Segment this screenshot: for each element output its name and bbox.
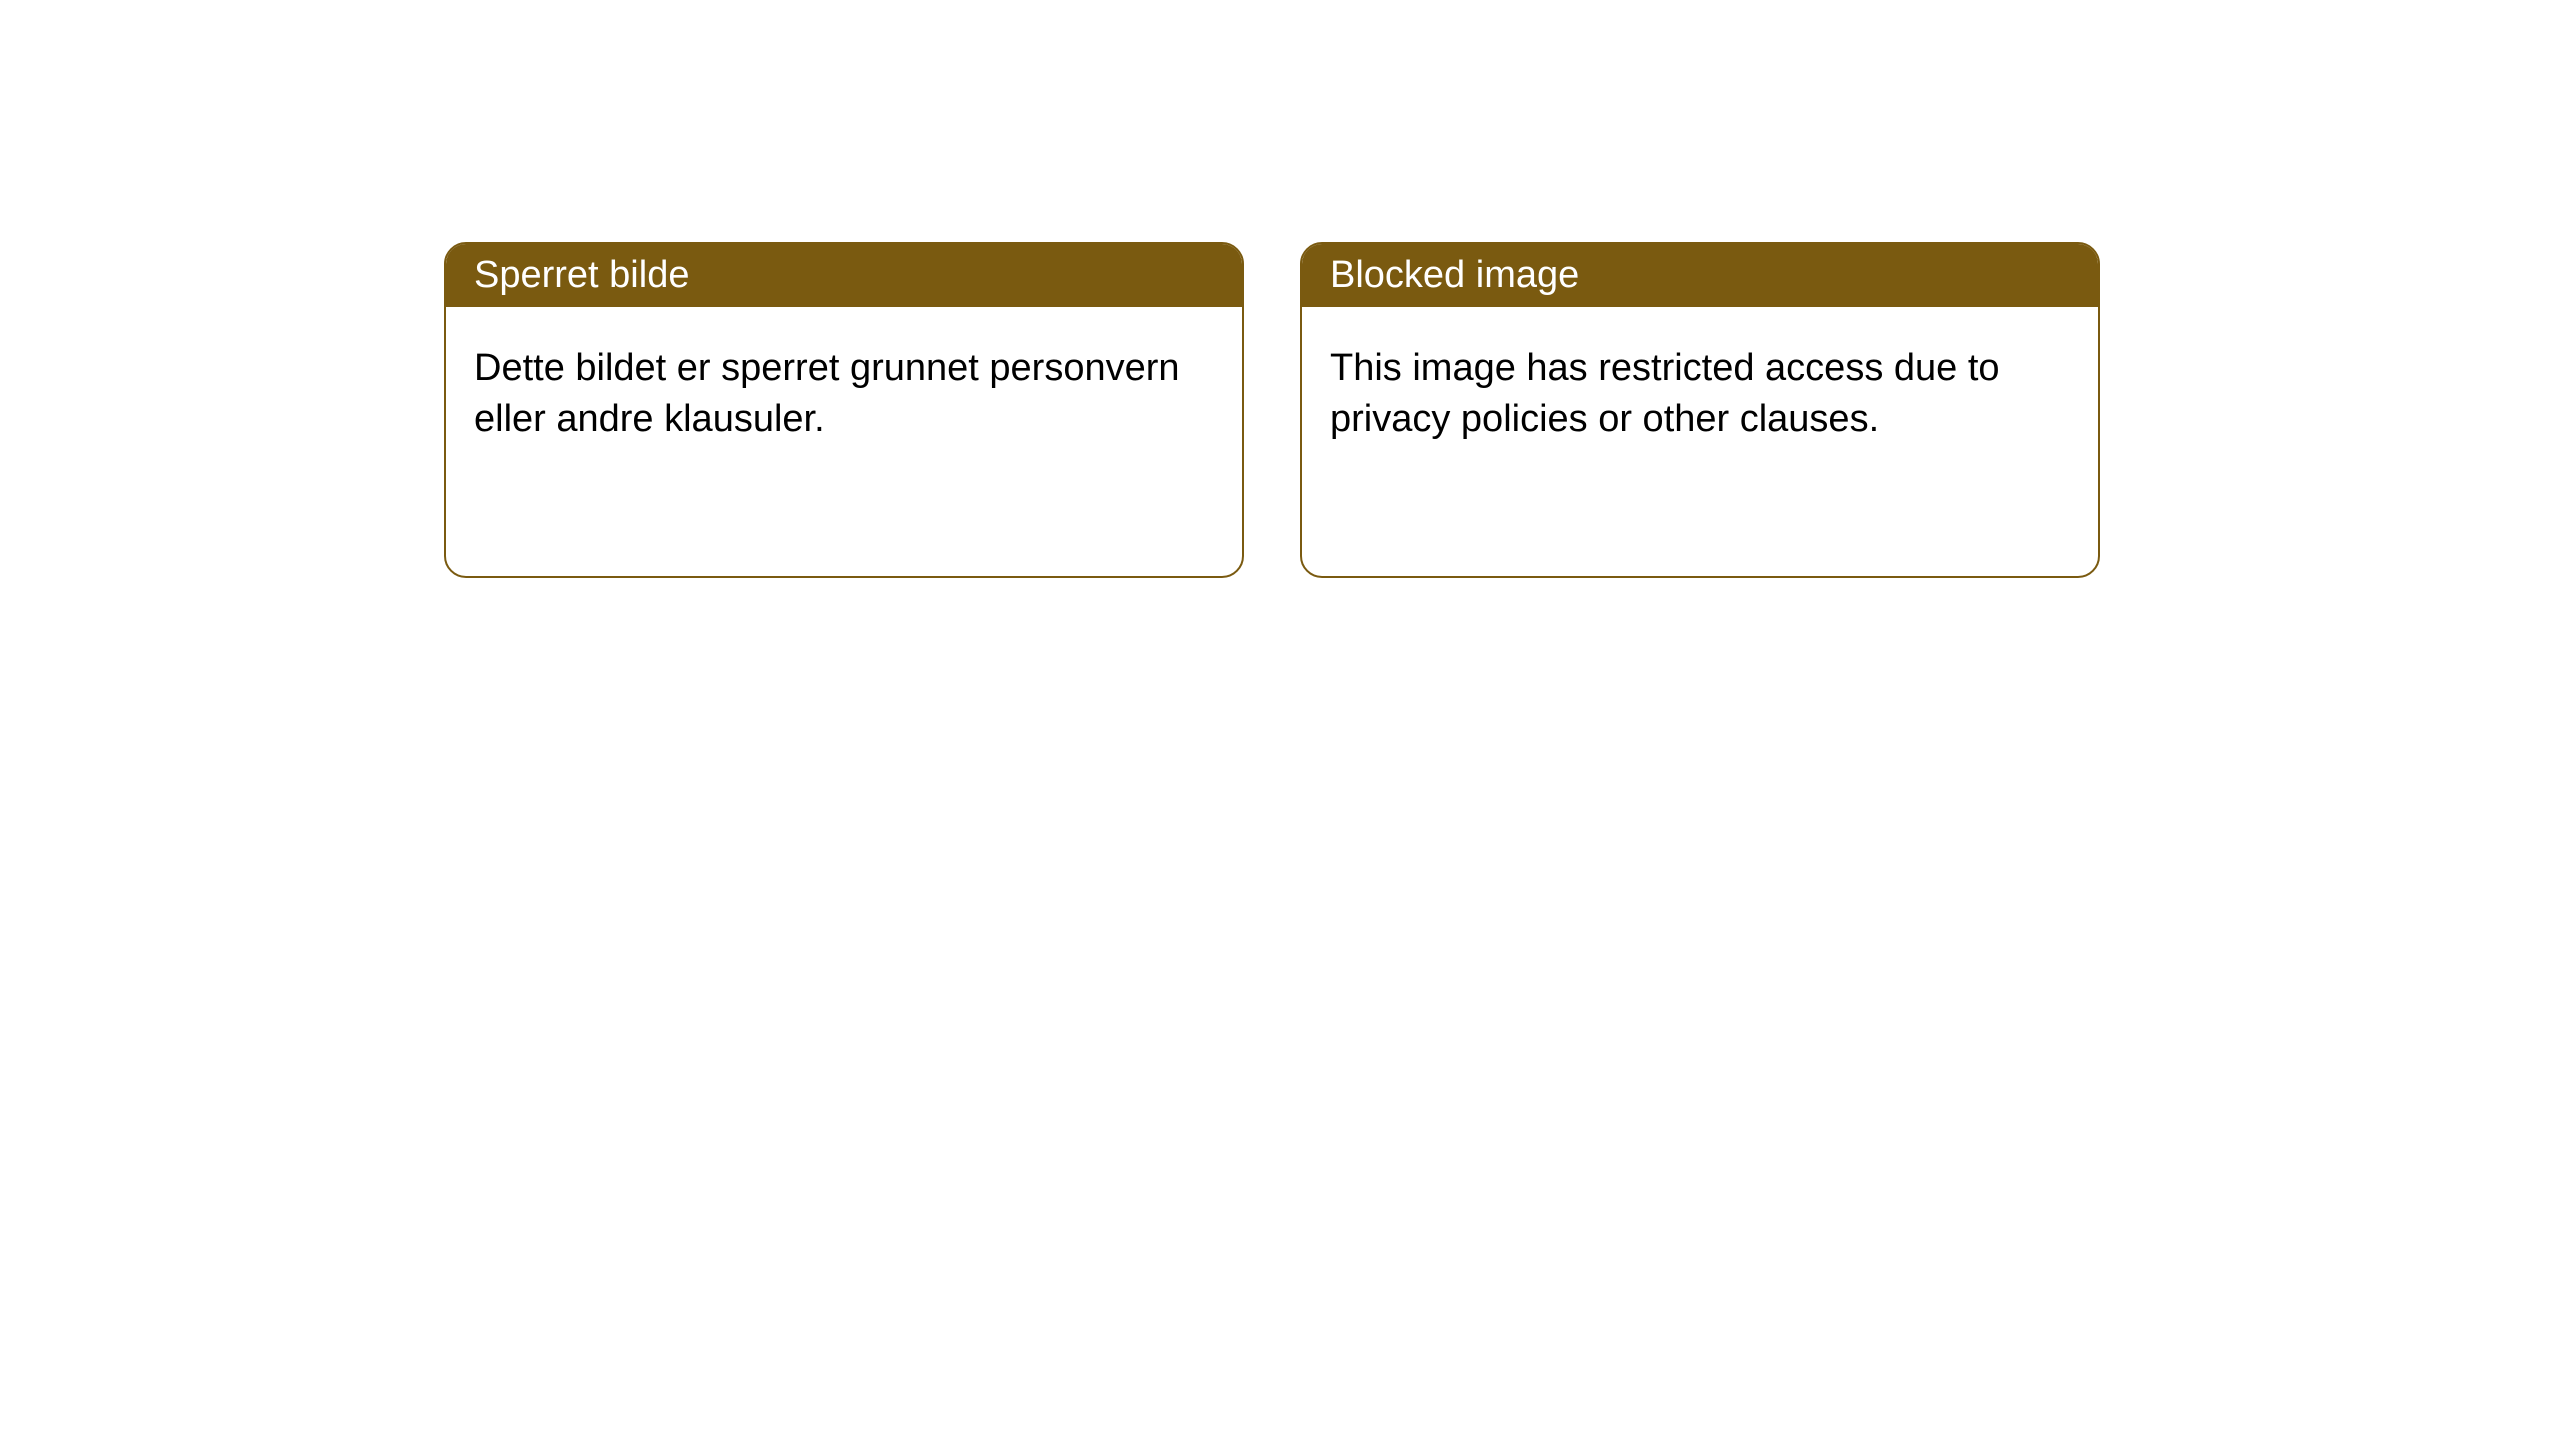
card-title: Blocked image [1330,254,1579,296]
card-body: This image has restricted access due to … [1302,307,2098,482]
blocked-image-card-en: Blocked image This image has restricted … [1300,242,2100,578]
card-title: Sperret bilde [474,254,689,296]
card-header: Blocked image [1302,244,2098,307]
card-body-text: This image has restricted access due to … [1330,347,2000,440]
card-header: Sperret bilde [446,244,1242,307]
blocked-image-card-no: Sperret bilde Dette bildet er sperret gr… [444,242,1244,578]
card-body: Dette bildet er sperret grunnet personve… [446,307,1242,482]
cards-container: Sperret bilde Dette bildet er sperret gr… [0,0,2560,578]
card-body-text: Dette bildet er sperret grunnet personve… [474,347,1180,440]
